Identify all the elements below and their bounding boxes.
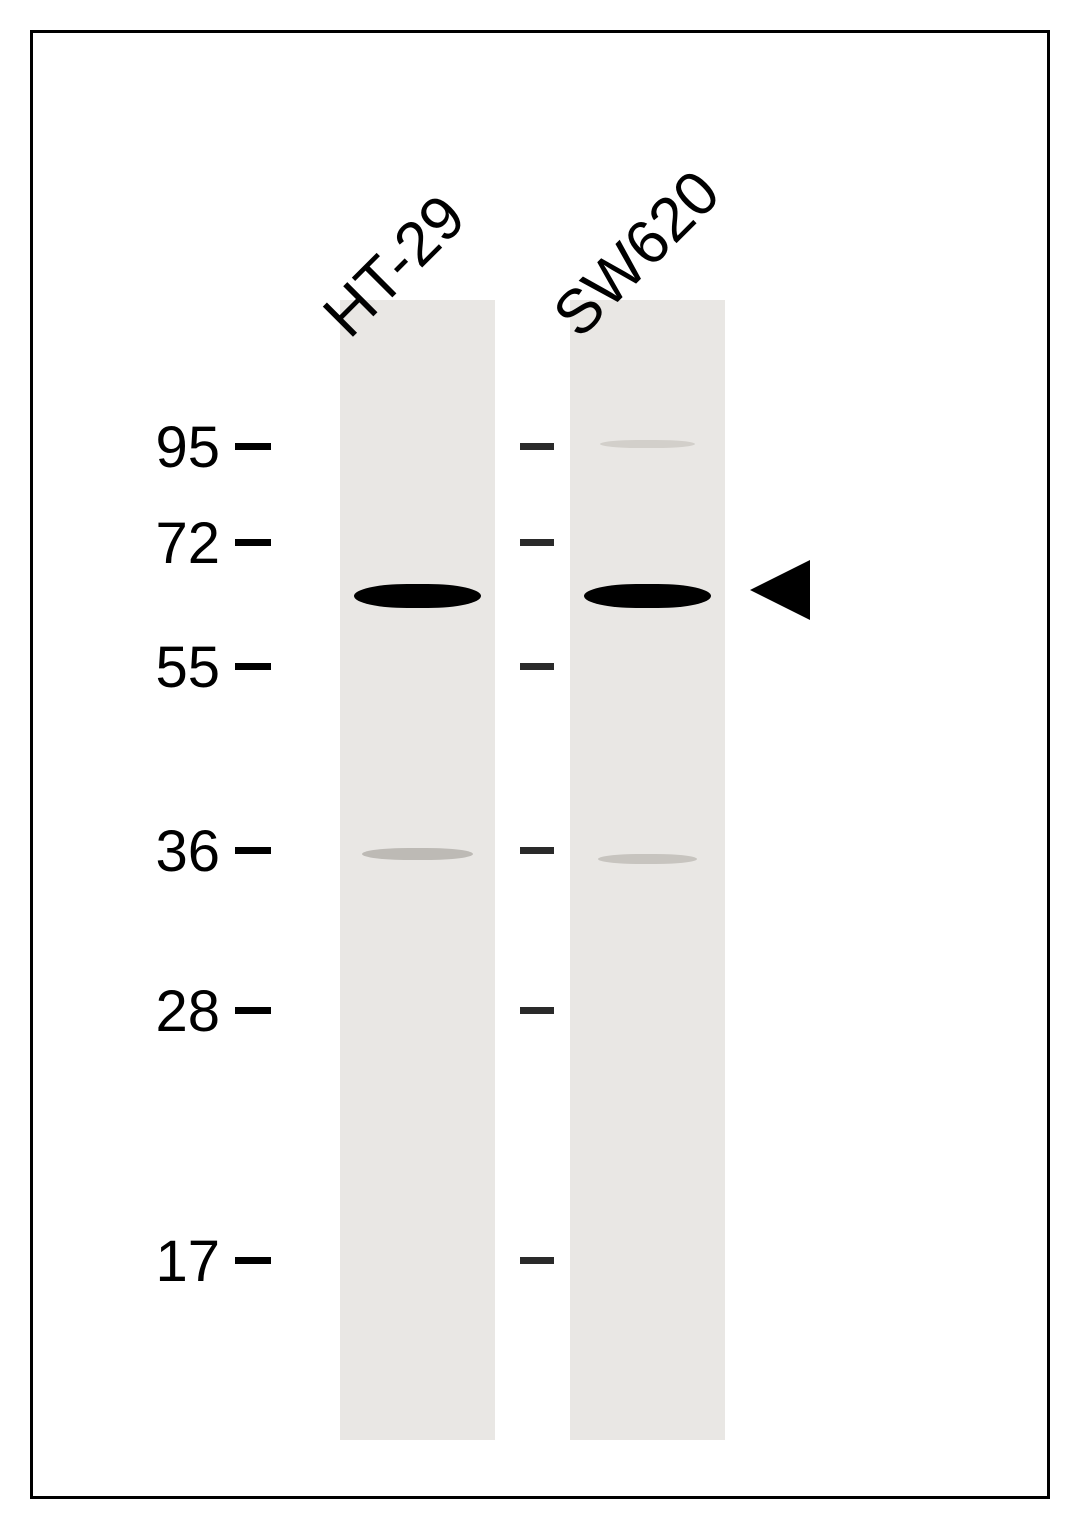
mw-tick-left-72 <box>235 539 271 546</box>
mw-tick-left-36 <box>235 847 271 854</box>
target-band-arrow-icon <box>750 560 810 620</box>
mw-tick-left-95 <box>235 443 271 450</box>
band-lane2-4 <box>600 440 695 448</box>
mw-tick-center-28 <box>520 1007 554 1014</box>
mw-tick-left-28 <box>235 1007 271 1014</box>
mw-tick-center-55 <box>520 663 554 670</box>
mw-tick-center-95 <box>520 443 554 450</box>
mw-tick-left-17 <box>235 1257 271 1264</box>
mw-tick-center-72 <box>520 539 554 546</box>
mw-label-95: 95 <box>100 414 220 481</box>
mw-label-28: 28 <box>100 978 220 1045</box>
mw-label-36: 36 <box>100 818 220 885</box>
mw-label-55: 55 <box>100 634 220 701</box>
mw-tick-left-55 <box>235 663 271 670</box>
mw-tick-center-17 <box>520 1257 554 1264</box>
band-lane2-1 <box>584 584 711 608</box>
lane-sw620 <box>570 300 725 1440</box>
band-lane1-0 <box>354 584 481 608</box>
mw-label-72: 72 <box>100 510 220 577</box>
mw-tick-center-36 <box>520 847 554 854</box>
band-lane2-3 <box>598 854 697 864</box>
band-lane1-2 <box>362 848 473 860</box>
mw-label-17: 17 <box>100 1228 220 1295</box>
lane-ht29 <box>340 300 495 1440</box>
